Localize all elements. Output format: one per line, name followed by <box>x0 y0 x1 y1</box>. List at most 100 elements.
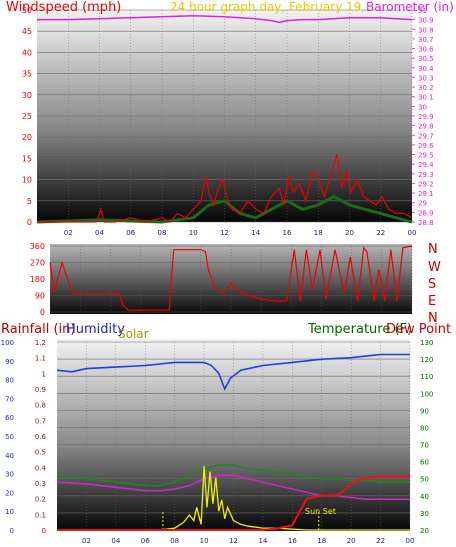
direction-tick-label: 270 <box>30 259 45 268</box>
direction-tick-label: 360 <box>30 242 45 251</box>
compass-letter: N <box>428 242 438 257</box>
compass-letter: N <box>428 311 438 326</box>
barometer-tick-label: 28.9 <box>418 209 434 217</box>
windspeed-tick-label: 35 <box>22 70 32 79</box>
rainfall-line <box>57 475 410 531</box>
rainfall-tick-label: 0.8 <box>35 402 46 410</box>
barometer-tick-label: 29.5 <box>418 152 434 160</box>
time-tick-label: 08 <box>158 229 167 237</box>
windspeed-tick-label: 45 <box>22 27 32 36</box>
temperature-time-axis: 02 04 06 08 10 12 14 16 18 20 22 00 <box>82 537 415 545</box>
humidity-axis-label: Humidity <box>66 322 125 337</box>
barometer-tick-label: 29.6 <box>418 142 434 150</box>
windspeed-line <box>37 154 413 223</box>
barometer-tick-label: 30.7 <box>418 36 434 44</box>
humidity-line <box>56 353 410 391</box>
rainfall-tick-label: 0.6 <box>35 433 47 441</box>
windspeed-tick-label: 5 <box>27 197 32 206</box>
time-tick-label: 04 <box>95 229 104 237</box>
time-tick-label: 06 <box>141 537 150 545</box>
barometer-tick-label: 29.8 <box>418 123 434 131</box>
barometer-axis-label: Barometer (in) <box>366 0 454 14</box>
wind-direction-grid <box>50 245 413 313</box>
dewpoint-line <box>56 474 410 501</box>
rainfall-tick-label: 0.3 <box>35 480 46 488</box>
rainfall-tick-label: 1.2 <box>35 339 46 347</box>
barometer-tick-label: 30 <box>418 103 427 111</box>
windspeed-tick-label: 10 <box>22 176 32 185</box>
rainfall-tick-label: 0.5 <box>35 449 46 457</box>
solar-axis-label: Solar <box>118 327 149 341</box>
humidity-tick-label: 90 <box>5 358 14 366</box>
humidity-tick-label: 60 <box>5 414 14 422</box>
temperature-tick-label: 80 <box>420 424 429 432</box>
temperature-tick-label: 90 <box>420 407 429 415</box>
windspeed-tick-label: 25 <box>22 112 32 121</box>
temperature-axis: 20 30 40 50 60 70 80 90 100 110 120 130 <box>420 339 433 535</box>
time-tick-label: 18 <box>314 229 323 237</box>
humidity-tick-label: 0 <box>10 527 14 535</box>
rainfall-tick-label: 0.4 <box>35 464 47 472</box>
humidity-tick-label: 20 <box>5 489 14 497</box>
barometer-tick-label: 29.3 <box>418 171 434 179</box>
humidity-tick-label: 10 <box>5 508 14 516</box>
temperature-tick-label: 70 <box>420 442 429 450</box>
humidity-axis: 0 10 20 30 40 50 60 70 80 90 100 <box>1 339 14 535</box>
direction-tick-label: 0 <box>40 308 45 317</box>
time-tick-label: 08 <box>170 537 179 545</box>
humidity-tick-label: 40 <box>5 452 14 460</box>
rainfall-tick-label: 0.2 <box>35 496 46 504</box>
barometer-tick-label: 30.1 <box>418 94 434 102</box>
barometer-tick-label: 29.1 <box>418 190 434 198</box>
windspeed-tick-label: 20 <box>22 133 32 142</box>
time-tick-label: 10 <box>200 537 209 545</box>
time-tick-label: 12 <box>220 229 229 237</box>
rainfall-tick-label: 0.9 <box>35 386 46 394</box>
rainfall-tick-label: 0 <box>42 527 46 535</box>
barometer-tick-label: 29.4 <box>418 161 434 169</box>
barometer-tick-label: 29.9 <box>418 113 434 121</box>
barometer-tick-label: 30.9 <box>418 17 434 25</box>
chart-title: 24 hour graph day, February 19, <box>170 0 365 14</box>
time-tick-label: 14 <box>258 537 267 545</box>
windspeed-average-line <box>36 194 413 224</box>
barometer-axis: 28.828.92929.129.229.329.429.529.629.729… <box>412 7 434 227</box>
humidity-tick-label: 70 <box>5 395 14 403</box>
time-tick-label: 00 <box>408 229 417 237</box>
barometer-tick-label: 30.4 <box>418 65 434 73</box>
temperature-tick-label: 60 <box>420 459 429 467</box>
humidity-tick-label: 30 <box>5 471 14 479</box>
wind-direction-axis: 0 90 180 270 360 <box>30 242 45 317</box>
time-tick-label: 02 <box>64 229 73 237</box>
windspeed-tick-label: 50 <box>22 6 32 15</box>
solar-line <box>57 466 410 531</box>
temperature-tick-label: 100 <box>420 390 433 398</box>
temperature-tick-label: 110 <box>420 373 433 381</box>
time-tick-label: 00 <box>406 537 415 545</box>
windspeed-tick-label: 30 <box>22 91 32 100</box>
rainfall-tick-label: 1 <box>42 370 46 378</box>
barometer-tick-label: 28.8 <box>418 219 434 227</box>
wind-pressure-grid <box>37 9 413 223</box>
temperature-tick-label: 130 <box>420 339 433 347</box>
rainfall-axis: 0 0.1 0.2 0.3 0.4 0.5 0.6 0.7 0.8 0.9 1 1.1 1.2 <box>35 339 47 535</box>
rainfall-tick-label: 0.7 <box>35 417 46 425</box>
barometer-tick-label: 31 <box>418 7 427 15</box>
rainfall-axis-label: Rainfall (in) <box>1 322 75 337</box>
time-tick-label: 22 <box>376 537 385 545</box>
time-tick-label: 22 <box>376 229 385 237</box>
time-tick-label: 10 <box>189 229 198 237</box>
barometer-tick-label: 29 <box>418 200 427 208</box>
compass-letter: S <box>428 277 436 292</box>
time-tick-label: 02 <box>82 537 91 545</box>
barometer-tick-label: 30.2 <box>418 84 434 92</box>
temperature-tick-label: 30 <box>420 510 429 518</box>
barometer-tick-label: 30.8 <box>418 26 434 34</box>
barometer-line <box>37 15 413 24</box>
time-tick-label: 18 <box>317 537 326 545</box>
temperature-tick-label: 40 <box>420 493 429 501</box>
compass-letter: E <box>428 294 436 309</box>
wind-time-axis: 02 04 06 08 10 12 14 16 18 20 22 00 <box>64 229 417 237</box>
